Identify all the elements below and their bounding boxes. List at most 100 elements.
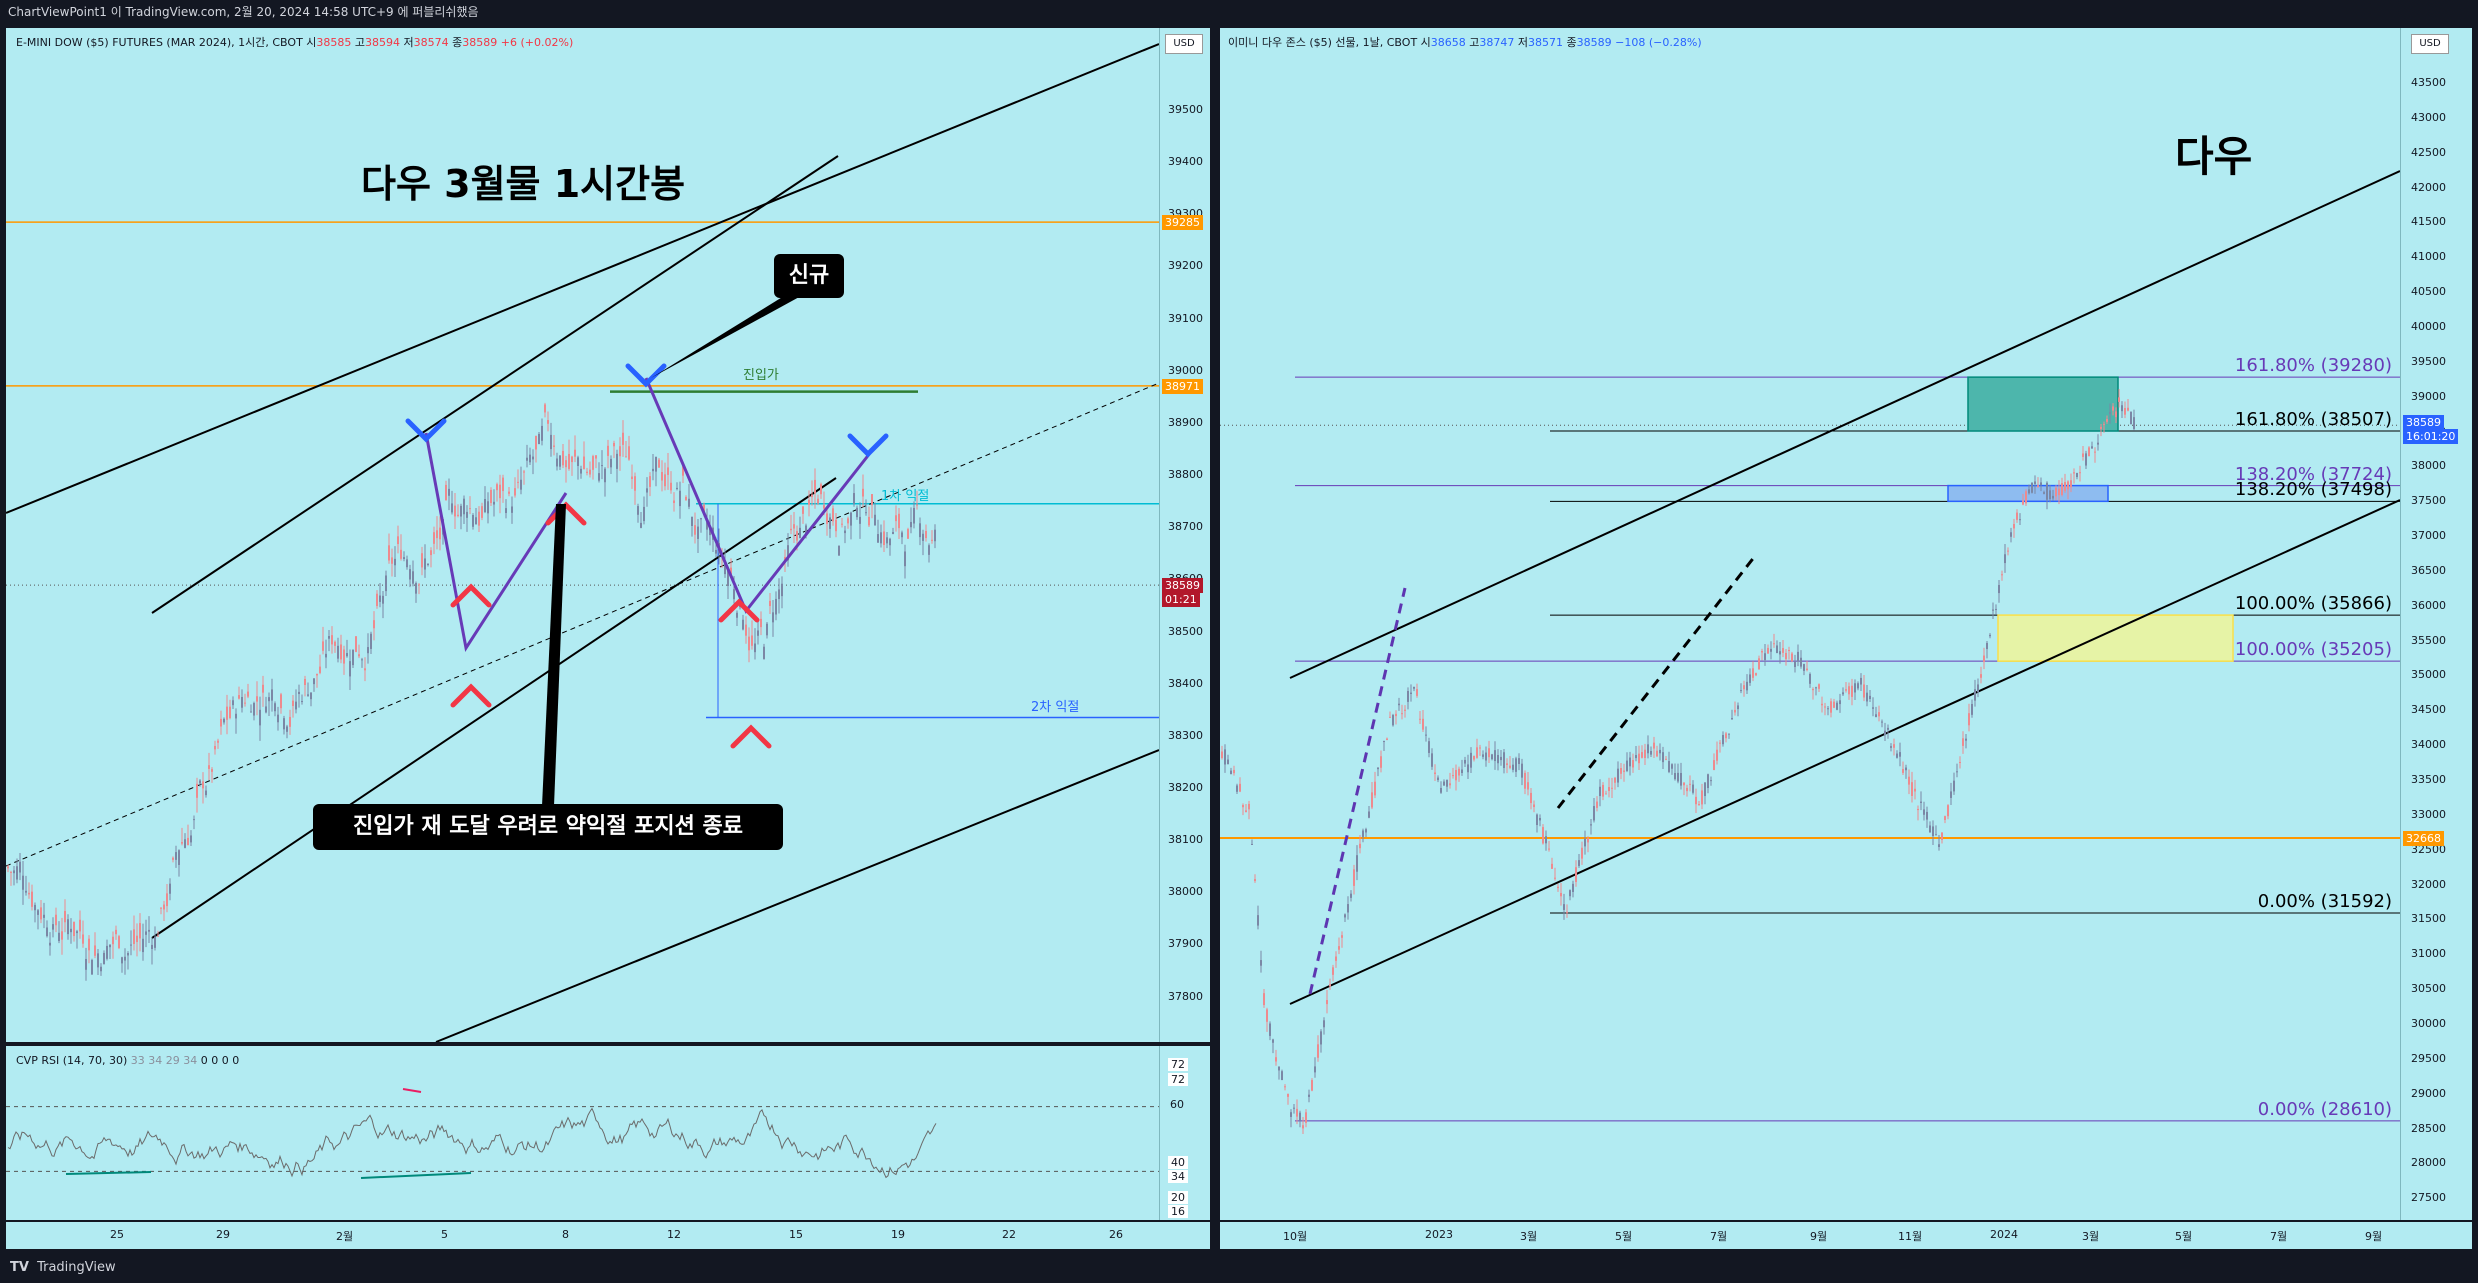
right-chart-canvas[interactable] <box>1220 28 2400 1220</box>
candle-body <box>2025 491 2027 504</box>
candle-body <box>127 953 129 956</box>
left-time-axis[interactable]: 25 29 2월 5 8 12 15 19 22 26 <box>6 1222 1210 1249</box>
candle-body <box>805 525 807 535</box>
candle-body <box>1557 886 1559 889</box>
candle-body <box>1782 648 1784 653</box>
candle-body <box>1887 727 1889 730</box>
candle-body <box>925 530 927 539</box>
candle-body <box>1689 783 1691 785</box>
candle-body <box>211 769 213 772</box>
candle-body <box>1293 1107 1295 1109</box>
candle-body <box>1443 781 1445 786</box>
candle-body <box>238 695 240 699</box>
candle-body <box>1635 755 1637 759</box>
candle-body <box>265 706 267 713</box>
candle-body <box>586 471 588 474</box>
candle-body <box>61 931 63 940</box>
candle-body <box>1227 759 1229 765</box>
candle-body <box>1569 890 1571 897</box>
candle-body <box>115 929 117 935</box>
candle-body <box>1653 742 1655 749</box>
candle-body <box>391 557 393 564</box>
rsi-pane[interactable]: CVP RSI (14, 70, 30) 33 34 29 34 0 0 0 0 <box>6 1046 1159 1220</box>
candle-body <box>1803 664 1805 671</box>
candle-body <box>58 932 60 942</box>
price-tick-label: 38800 <box>1168 468 1203 482</box>
pattern-line <box>424 432 568 652</box>
candle-body <box>1620 768 1622 774</box>
candle-body <box>1881 721 1883 723</box>
time-tick-label: 8 <box>562 1228 569 1241</box>
candle-body <box>298 691 300 695</box>
buy-marker <box>625 363 667 388</box>
candle-body <box>1860 677 1862 685</box>
left-currency-button[interactable]: USD <box>1165 34 1203 54</box>
candle-body <box>607 445 609 456</box>
candle-body <box>1221 751 1223 759</box>
candle-body <box>1785 652 1787 660</box>
candle-body <box>1806 668 1808 671</box>
fib-level-label: 100.00% (35205) <box>2234 639 2392 661</box>
candle-body <box>196 783 198 798</box>
right-symbol: 이미니 다우 존스 ($5) 선물, 1날, CBOT <box>1228 36 1418 49</box>
left-price-axis[interactable]: USD 39500 39400 39300 39200 39100 39000 38900 3… <box>1159 28 1210 1042</box>
candle-body <box>682 466 684 476</box>
candle-body <box>1674 773 1676 780</box>
price-tick-label: 34500 <box>2411 703 2446 717</box>
right-chart-pane[interactable]: 이미니 다우 존스 ($5) 선물, 1날, CBOT 시38658 고3874… <box>1220 28 2400 1220</box>
candle-body <box>1665 758 1667 760</box>
candle-body <box>232 700 234 706</box>
candle-body <box>460 505 462 517</box>
left-chart-canvas[interactable] <box>6 28 1159 1042</box>
candle-body <box>481 506 483 518</box>
fib-level-label: 0.00% (31592) <box>2257 890 2392 912</box>
candle-body <box>316 673 318 676</box>
candle-body <box>1467 764 1469 773</box>
right-chart-title: 다우 <box>2175 132 2253 181</box>
right-time-axis[interactable]: 10월 2023 3월 5월 7월 9월 11월 2024 3월 5월 7월 9월 <box>1220 1222 2472 1249</box>
candle-body <box>919 523 921 538</box>
candle-body <box>2028 489 2030 494</box>
candle-body <box>1329 984 1331 987</box>
candle-body <box>34 904 36 911</box>
tp-zone <box>1947 484 2109 503</box>
price-tick-label: 38500 <box>1168 624 1203 638</box>
candle-body <box>223 718 225 723</box>
candle-body <box>208 765 210 769</box>
candle-body <box>49 942 51 946</box>
candle-body <box>1722 734 1724 745</box>
price-tick-label: 38200 <box>1168 780 1203 794</box>
price-tag: 38589 <box>2403 415 2444 431</box>
right-price-axis[interactable]: USD 43500 43000 42500 42000 41500 41000 40500 4… <box>2400 28 2472 1274</box>
candle-body <box>1236 785 1238 792</box>
candle-body <box>655 456 657 472</box>
candle-body <box>2001 574 2003 576</box>
left-chart-pane[interactable]: E-MINI DOW ($5) FUTURES (MAR 2024), 1시간,… <box>6 28 1159 1042</box>
candle-body <box>70 928 72 933</box>
candle-body <box>598 473 600 481</box>
rsi-canvas[interactable] <box>6 1046 1159 1220</box>
candle-body <box>1668 761 1670 772</box>
candle-body <box>562 450 564 466</box>
right-currency-button[interactable]: USD <box>2411 34 2449 54</box>
ohlc-value: 38571 <box>1528 36 1564 49</box>
candle-body <box>433 532 435 544</box>
candle-body <box>394 558 396 566</box>
candle-body <box>1338 946 1340 950</box>
candle-body <box>931 539 933 541</box>
time-tick-label: 19 <box>891 1228 905 1241</box>
ohlc-value: 38658 <box>1430 36 1466 49</box>
candle-body <box>574 449 576 457</box>
candle-body <box>1818 684 1820 689</box>
price-tick-label: 37000 <box>2411 529 2446 543</box>
candle-body <box>2010 532 2012 537</box>
candle-body <box>652 468 654 472</box>
candle-body <box>250 711 252 713</box>
candle-body <box>1269 1023 1271 1036</box>
right-ohlc: 시38658 고38747 저38571 종38589 <box>1421 36 1616 49</box>
candle-body <box>583 456 585 470</box>
candle-body <box>538 433 540 445</box>
candle-body <box>235 713 237 719</box>
rsi-axis[interactable]: 72 72 60 40 34 20 16 <box>1159 1046 1210 1220</box>
price-tick-label: 31000 <box>2411 947 2446 961</box>
